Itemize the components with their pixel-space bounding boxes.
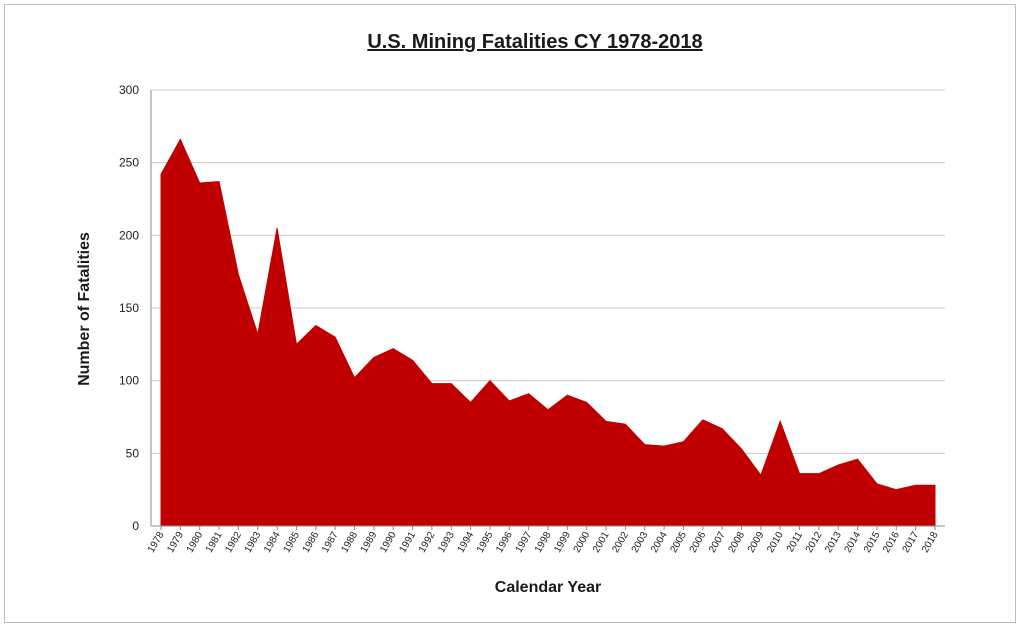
x-tick-label: 1996 [494, 530, 515, 555]
x-tick-label: 2013 [823, 530, 844, 555]
y-tick-label: 150 [119, 301, 139, 315]
x-tick-labels: 1978197919801981198219831984198519861987… [146, 526, 941, 555]
x-tick-label: 2018 [920, 530, 941, 555]
x-tick-label: 2016 [881, 530, 902, 555]
x-tick-label: 2012 [804, 530, 825, 555]
x-tick-label: 1990 [378, 530, 399, 555]
y-tick-labels: 0 50 100 150 200 250 300 [119, 83, 139, 533]
x-tick-label: 1982 [223, 530, 244, 555]
fatalities-area [160, 138, 936, 527]
x-tick-label: 1987 [320, 530, 341, 555]
y-tick-label: 250 [119, 156, 139, 170]
x-tick-label: 1995 [475, 530, 496, 555]
x-tick-label: 2011 [785, 530, 805, 555]
x-tick-label: 1984 [262, 530, 283, 555]
x-tick-label: 2017 [901, 530, 922, 555]
y-tick-label: 100 [119, 374, 139, 388]
x-tick-label: 1999 [552, 530, 573, 555]
x-tick-label: 2005 [668, 530, 689, 555]
x-tick-label: 1980 [185, 530, 206, 555]
y-tick-label: 0 [132, 519, 139, 533]
x-tick-label: 1993 [436, 530, 457, 555]
x-tick-label: 2009 [746, 530, 767, 555]
x-tick-label: 1992 [417, 530, 438, 555]
x-tick-label: 2004 [649, 530, 670, 555]
x-tick-label: 2014 [843, 530, 864, 555]
x-tick-label: 2001 [591, 530, 612, 555]
chart-title: U.S. Mining Fatalities CY 1978-2018 [367, 31, 702, 53]
x-tick-label: 1997 [514, 530, 535, 555]
x-tick-label: 2008 [726, 530, 747, 555]
x-axis-title: Calendar Year [495, 579, 601, 596]
x-tick-label: 1988 [339, 530, 360, 555]
area-series [160, 138, 936, 527]
x-tick-label: 2003 [630, 530, 651, 555]
x-tick-label: 1998 [533, 530, 554, 555]
y-axis-title: Number of Fatalities [76, 232, 93, 386]
x-tick-label: 2000 [572, 530, 593, 555]
x-tick-label: 1983 [243, 530, 264, 555]
x-tick-label: 2007 [707, 530, 728, 555]
y-tick-label: 300 [119, 83, 139, 97]
x-tick-label: 1979 [165, 530, 186, 555]
x-tick-label: 1991 [397, 530, 418, 555]
x-tick-label: 1978 [146, 530, 167, 555]
x-tick-label: 1994 [456, 530, 477, 555]
x-tick-label: 1981 [204, 530, 225, 555]
x-tick-label: 2006 [688, 530, 709, 555]
x-tick-label: 1989 [359, 530, 380, 555]
y-tick-label: 50 [126, 446, 140, 460]
y-tick-label: 200 [119, 228, 139, 242]
x-tick-label: 2010 [765, 530, 786, 555]
x-tick-label: 2015 [862, 530, 883, 555]
x-tick-label: 1985 [281, 530, 302, 555]
x-tick-label: 1986 [301, 530, 322, 555]
x-tick-label: 2002 [610, 530, 631, 555]
